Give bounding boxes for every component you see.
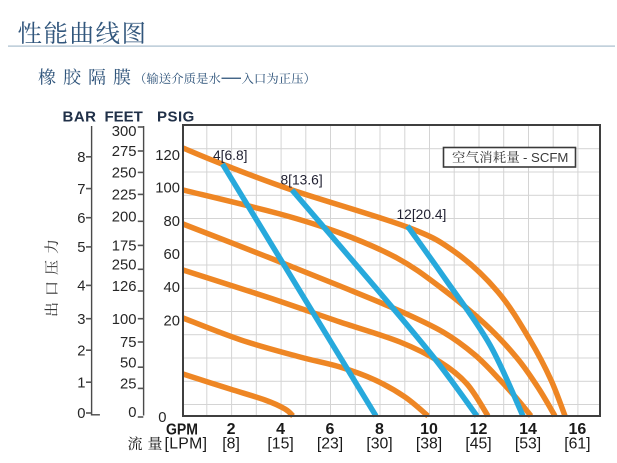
svg-text:0: 0 [158, 410, 166, 426]
svg-text:175: 175 [112, 239, 137, 255]
svg-text:75: 75 [120, 335, 136, 351]
svg-text:[53]: [53] [515, 436, 541, 453]
svg-text:0: 0 [77, 406, 85, 422]
svg-text:3: 3 [77, 312, 85, 328]
svg-text:12[20.4]: 12[20.4] [397, 207, 447, 222]
svg-text:14: 14 [519, 421, 537, 438]
svg-text:7: 7 [77, 182, 85, 198]
svg-text:200: 200 [112, 210, 137, 226]
svg-text:12: 12 [470, 421, 488, 438]
svg-text:5: 5 [77, 240, 85, 256]
svg-text:50: 50 [120, 355, 136, 371]
svg-text:- SCFM: - SCFM [523, 150, 568, 165]
svg-text:80: 80 [164, 214, 180, 230]
svg-text:[LPM]: [LPM] [165, 436, 208, 453]
svg-text:0: 0 [128, 405, 136, 421]
svg-text:6: 6 [326, 421, 335, 438]
svg-text:2: 2 [227, 421, 236, 438]
svg-text:120: 120 [155, 148, 180, 164]
svg-text:1: 1 [77, 375, 85, 391]
svg-text:225: 225 [112, 188, 137, 204]
svg-text:250: 250 [112, 166, 137, 182]
svg-text:20: 20 [164, 313, 180, 329]
svg-text:PSIG: PSIG [157, 109, 195, 126]
svg-text:10: 10 [420, 421, 438, 438]
svg-text:[8]: [8] [222, 436, 240, 453]
svg-text:GPM: GPM [166, 422, 198, 439]
svg-text:2: 2 [77, 343, 85, 359]
svg-text:BAR: BAR [63, 109, 97, 126]
svg-text:60: 60 [164, 247, 180, 263]
svg-text:[45]: [45] [465, 436, 491, 453]
svg-text:126: 126 [112, 279, 137, 295]
svg-text:[38]: [38] [416, 436, 442, 453]
svg-text:8[13.6]: 8[13.6] [281, 173, 323, 188]
svg-text:250: 250 [112, 258, 137, 274]
svg-text:[23]: [23] [317, 436, 343, 453]
svg-text:4[6.8]: 4[6.8] [213, 148, 248, 163]
svg-text:8: 8 [375, 421, 384, 438]
svg-text:[15]: [15] [267, 436, 293, 453]
svg-text:40: 40 [164, 280, 180, 296]
svg-text:100: 100 [112, 312, 137, 328]
svg-text:275: 275 [112, 144, 137, 160]
svg-text:100: 100 [155, 181, 180, 197]
svg-text:4: 4 [276, 421, 285, 438]
svg-text:8: 8 [77, 150, 85, 166]
svg-text:16: 16 [569, 421, 587, 438]
svg-text:4: 4 [77, 279, 85, 295]
svg-text:300: 300 [112, 124, 137, 140]
svg-text:FEET: FEET [105, 109, 143, 126]
svg-text:[30]: [30] [366, 436, 392, 453]
svg-text:[61]: [61] [564, 436, 590, 453]
svg-text:6: 6 [77, 211, 85, 227]
svg-text:25: 25 [120, 377, 136, 393]
